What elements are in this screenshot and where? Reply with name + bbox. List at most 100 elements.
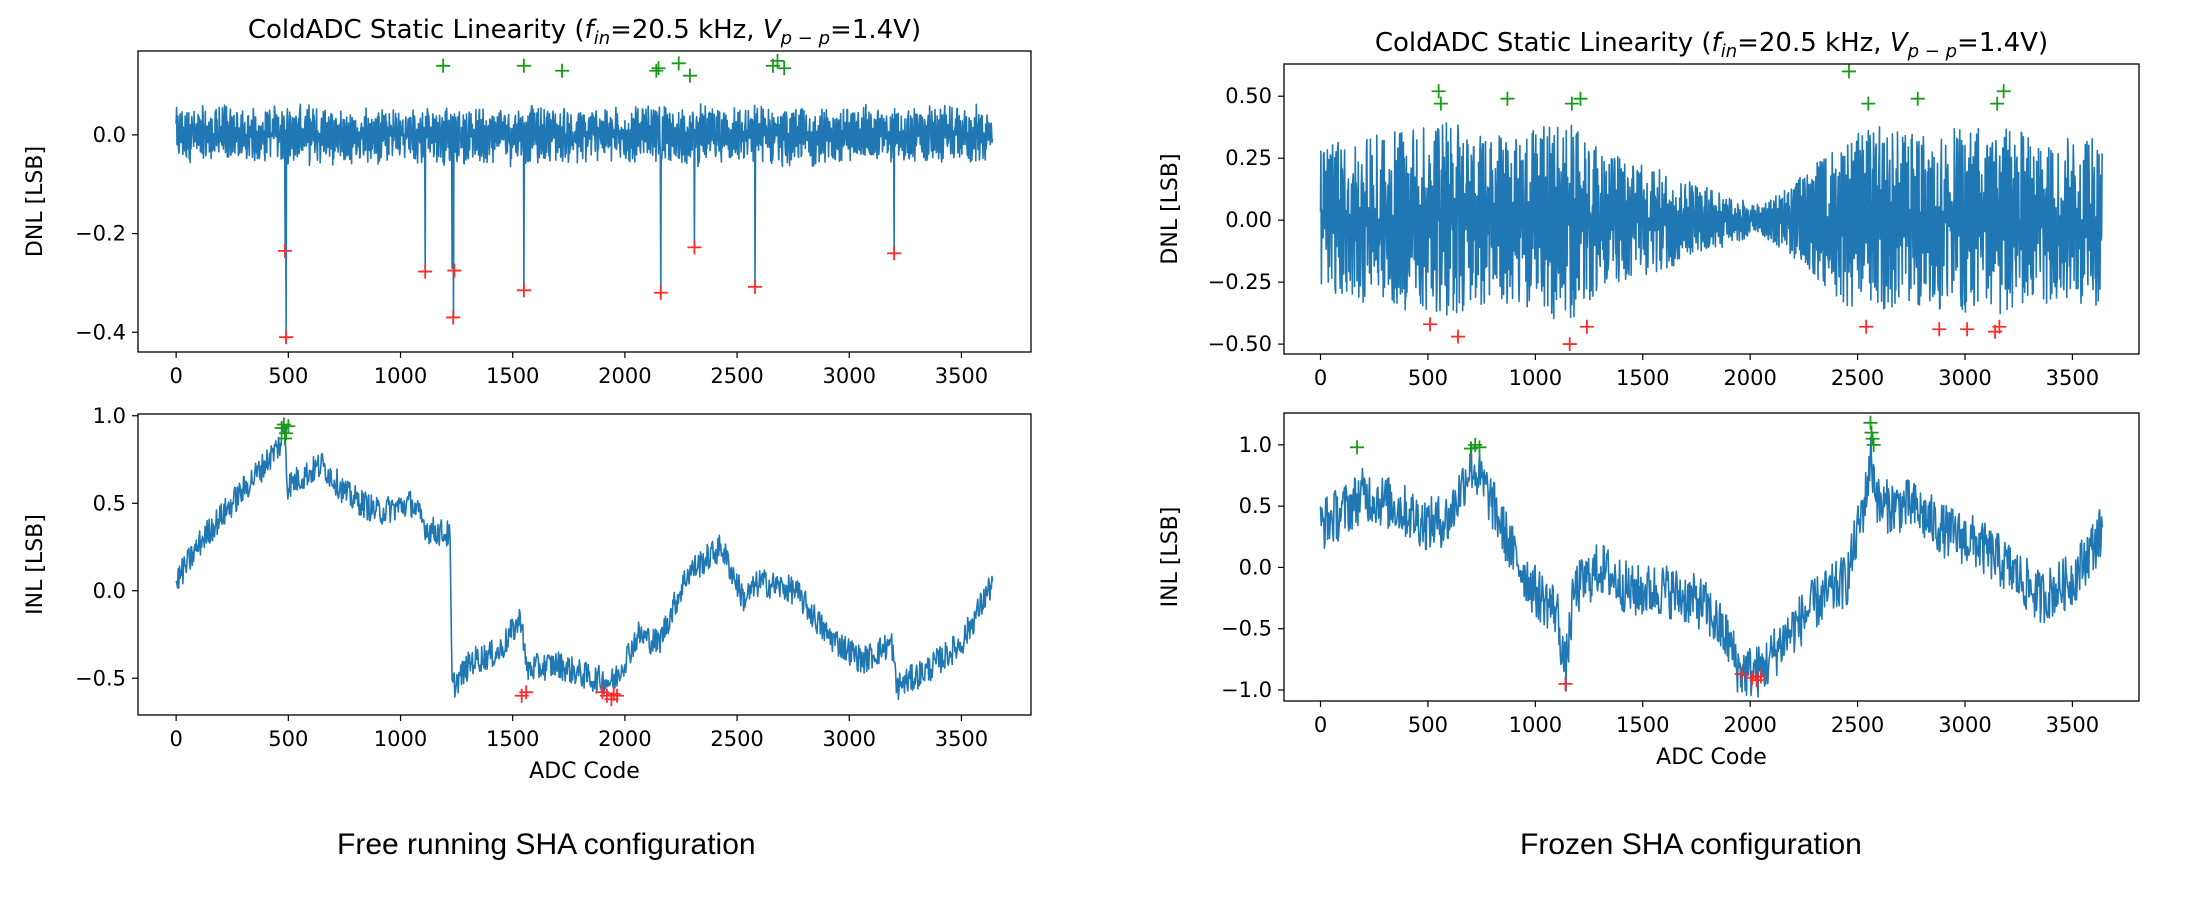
left-top-min-marker-8 (748, 279, 763, 294)
right-bottom-min-marker-0 (1558, 676, 1573, 691)
right-top-max-marker-2 (1500, 91, 1515, 106)
left-top-max-marker-4 (651, 61, 666, 76)
right-bottom-ytick-label-4: 1.0 (1239, 433, 1272, 457)
right-bottom-axes-frame (1283, 412, 2140, 702)
title-f-sub: in (1721, 41, 1737, 62)
left-bottom-xtick-label-1000: 1000 (374, 727, 427, 751)
left-top-axes-frame (137, 50, 1032, 353)
right-top-ytick-label-0: −0.50 (1208, 332, 1272, 356)
right-bottom-xtick-label-0: 0 (1314, 713, 1327, 737)
chart-right-top: 0 500 1000 1500 2000 2500 3000 3500 −0.50 −0.25 0.… (1158, 28, 2140, 390)
left-bottom-xtick-label-2000: 2000 (598, 727, 651, 751)
left-bottom-xtick-label-500: 500 (268, 727, 308, 751)
right-top-series-line (1319, 122, 2103, 320)
right-top-ytick-label-2: 0.00 (1225, 208, 1272, 232)
title-v: V (1890, 28, 1910, 58)
right-top-max-marker-1 (1433, 96, 1448, 111)
right-top-min-marker-0 (1423, 317, 1438, 332)
left-top-min-marker-0 (279, 330, 294, 345)
left-top-xtick-label-2500: 2500 (710, 364, 763, 388)
right-top-ytick-label-3: 0.25 (1225, 146, 1272, 170)
right-bottom-xtick-label-1000: 1000 (1509, 713, 1562, 737)
left-top-series-line (175, 103, 994, 334)
left-bottom-min-marker-5 (606, 687, 621, 701)
title-main: ColdADC Static Linearity ( (1375, 28, 1712, 58)
right-top-min-marker-1 (1451, 329, 1466, 344)
left-top-min-marker-4 (447, 263, 462, 278)
caption-free-running: Free running SHA configuration (337, 828, 756, 861)
title-v: V (763, 15, 783, 45)
right-top-min-marker-5 (1932, 322, 1947, 337)
right-top-title: ColdADC Static Linearity (fin=20.5 kHz, … (1375, 28, 2048, 62)
left-top-min-marker-1 (277, 243, 292, 258)
right-top-ytick-label-4: 0.50 (1225, 84, 1272, 108)
right-top-xtick-label-1000: 1000 (1509, 366, 1562, 390)
left-top-xtick-label-1000: 1000 (374, 364, 427, 388)
left-bottom-axes-frame (137, 413, 1032, 716)
right-bottom-min-marker-4 (1753, 669, 1768, 684)
right-top-max-marker-4 (1573, 91, 1588, 106)
right-top-xtick-label-500: 500 (1408, 366, 1448, 390)
title-f-value: =20.5 kHz, (1737, 28, 1890, 58)
right-top-max-marker-7 (1910, 91, 1925, 106)
left-bottom-xtick-label-0: 0 (169, 727, 182, 751)
left-top-min-marker-3 (446, 310, 461, 325)
left-bottom-ytick-label-2: 0.5 (93, 491, 126, 515)
left-top-xtick-label-1500: 1500 (486, 364, 539, 388)
right-bottom-max-marker-7 (1866, 437, 1881, 452)
right-bottom-ylabel: INL [LSB] (1158, 507, 1183, 608)
left-top-ytick-label-2: 0.0 (93, 123, 126, 147)
left-top-min-marker-6 (653, 285, 668, 300)
left-top-title: ColdADC Static Linearity (fin=20.5 kHz, … (248, 15, 921, 49)
left-top-min-marker-5 (516, 283, 531, 298)
right-top-max-marker-5 (1841, 64, 1856, 79)
right-bottom-ytick-label-0: −1.0 (1221, 678, 1272, 702)
left-bottom-xtick-label-3500: 3500 (935, 727, 988, 751)
right-top-ylabel: DNL [LSB] (1158, 153, 1183, 264)
title-f-value: =20.5 kHz, (610, 15, 763, 45)
right-bottom-xtick-label-500: 500 (1408, 713, 1448, 737)
left-top-max-marker-1 (516, 58, 531, 73)
title-f-sub: in (594, 28, 610, 49)
right-top-min-marker-8 (1992, 319, 2007, 334)
right-bottom-xlabel: ADC Code (1656, 745, 1767, 770)
title-v-sub: p − p (780, 28, 830, 49)
right-top-ytick-label-1: −0.25 (1208, 270, 1272, 294)
right-bottom-max-marker-3 (1472, 440, 1487, 455)
left-top-max-marker-0 (436, 58, 451, 73)
right-top-min-marker-2 (1562, 337, 1577, 352)
right-bottom-max-marker-5 (1865, 431, 1880, 446)
right-top-xtick-label-3000: 3000 (1938, 366, 1991, 390)
left-top-max-marker-2 (555, 63, 570, 78)
left-top-max-marker-6 (682, 68, 697, 83)
left-bottom-ylabel: INL [LSB] (23, 514, 48, 615)
right-top-max-marker-9 (1996, 84, 2011, 99)
title-v-value: =1.4V) (830, 15, 921, 45)
left-bottom-xtick-label-3000: 3000 (823, 727, 876, 751)
left-top-ylabel: DNL [LSB] (23, 146, 48, 257)
right-bottom-xtick-label-2500: 2500 (1831, 713, 1884, 737)
left-top-xtick-label-3000: 3000 (823, 364, 876, 388)
left-bottom-max-marker-3 (277, 431, 292, 446)
left-bottom-ytick-label-0: −0.5 (75, 666, 126, 690)
right-bottom-xtick-label-3000: 3000 (1938, 713, 1991, 737)
title-main: ColdADC Static Linearity ( (248, 15, 585, 45)
right-top-max-marker-8 (1990, 96, 2005, 111)
right-bottom-max-marker-4 (1863, 415, 1878, 430)
left-top-xtick-label-500: 500 (268, 364, 308, 388)
left-top-min-marker-2 (418, 264, 433, 279)
chart-right-bottom: 0 500 1000 1500 2000 2500 3000 3500 −1.0 −0.5 0.0 0… (1158, 412, 2140, 770)
right-top-xtick-label-1500: 1500 (1616, 366, 1669, 390)
right-bottom-series-line (1319, 436, 2104, 698)
left-bottom-xtick-label-1500: 1500 (486, 727, 539, 751)
left-top-max-marker-3 (649, 63, 664, 78)
left-top-min-marker-7 (687, 240, 702, 255)
right-bottom-ytick-label-3: 0.5 (1239, 494, 1272, 518)
left-top-max-marker-9 (777, 61, 792, 76)
chart-left-bottom: 0 500 1000 1500 2000 2500 3000 3500 −0.5 0.0 0.5 1.… (23, 404, 1032, 784)
right-top-min-marker-4 (1859, 319, 1874, 334)
left-top-ytick-label-1: −0.2 (75, 222, 126, 246)
right-bottom-min-marker-1 (1734, 667, 1749, 682)
left-top-xtick-label-0: 0 (169, 364, 182, 388)
